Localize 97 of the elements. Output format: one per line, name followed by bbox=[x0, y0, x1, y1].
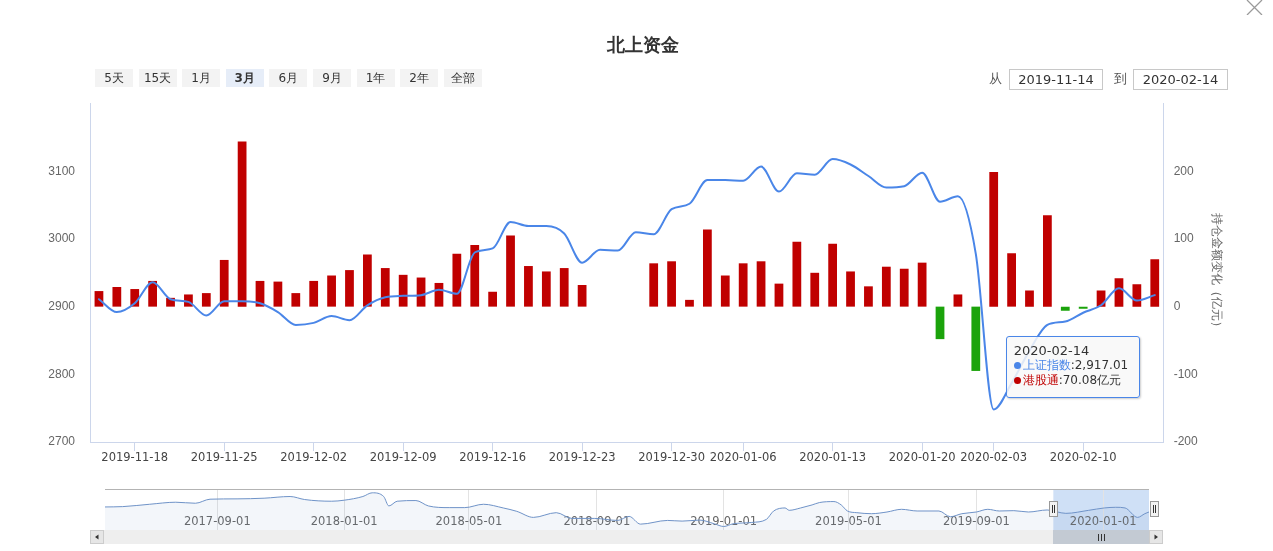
bar bbox=[452, 253, 462, 307]
x-tick-label: 2017-09-01 bbox=[183, 514, 251, 529]
text: 5天 bbox=[104, 71, 124, 85]
bar bbox=[309, 280, 319, 307]
legend-label: 上证指数 bbox=[1022, 358, 1071, 372]
x-tick-label: 2019-12-16 bbox=[459, 449, 527, 464]
bar bbox=[541, 271, 551, 307]
bar bbox=[345, 270, 354, 307]
legend-label: 港股通 bbox=[1022, 373, 1059, 387]
x-tick-label: 2020-01-13 bbox=[799, 449, 867, 464]
bar bbox=[362, 254, 372, 307]
bar bbox=[380, 268, 390, 307]
bar bbox=[649, 263, 659, 307]
x-tick-label: 2020-01-01 bbox=[1069, 514, 1137, 529]
date-field: 2020-02-14 bbox=[1133, 69, 1228, 90]
y-tick-label: 3100 bbox=[48, 163, 76, 178]
y-tick-label: 2900 bbox=[48, 298, 76, 313]
x-tick-label: 2018-05-01 bbox=[435, 514, 503, 529]
text: 到 bbox=[1114, 71, 1127, 86]
annotation: :2,917.01 bbox=[1070, 358, 1129, 373]
bar bbox=[1025, 290, 1034, 307]
annotation: :70.08亿元 bbox=[1058, 373, 1122, 388]
bar bbox=[792, 241, 802, 307]
text: 9月 bbox=[322, 71, 342, 85]
text: 3月 bbox=[234, 71, 255, 85]
text: 1月 bbox=[191, 71, 211, 85]
bar bbox=[667, 261, 676, 307]
date-field: 2019-11-14 bbox=[1009, 69, 1103, 90]
bar bbox=[881, 266, 891, 307]
x-tick-label: 2019-09-01 bbox=[942, 514, 1010, 529]
bar bbox=[917, 262, 927, 307]
bar bbox=[201, 293, 211, 307]
bar bbox=[899, 268, 909, 307]
x-tick-label: 2018-01-01 bbox=[310, 514, 378, 529]
y-tick-label: 3000 bbox=[48, 231, 76, 246]
bar bbox=[291, 293, 301, 307]
x-tick-label: 2019-11-25 bbox=[190, 449, 258, 464]
bar bbox=[577, 284, 587, 307]
x-tick-label: 2020-01-06 bbox=[709, 449, 777, 464]
bar bbox=[953, 294, 963, 307]
bar bbox=[720, 275, 730, 307]
bar bbox=[1060, 306, 1070, 311]
y2-tick-label: -200 bbox=[1173, 434, 1199, 449]
text: 1年 bbox=[365, 71, 386, 85]
bar bbox=[559, 268, 569, 307]
x-tick-label: 2020-01-20 bbox=[888, 449, 956, 464]
bar bbox=[1150, 259, 1160, 307]
x-tick-label: 2019-05-01 bbox=[815, 514, 882, 529]
bar bbox=[148, 280, 158, 307]
text: 从 bbox=[989, 71, 1002, 86]
annotation: 2020-02-14 bbox=[1013, 343, 1090, 358]
bar bbox=[488, 291, 498, 307]
bar bbox=[935, 306, 945, 340]
bar bbox=[738, 263, 748, 307]
bar bbox=[1007, 253, 1016, 307]
bar bbox=[506, 235, 515, 307]
x-tick-label: 2019-12-09 bbox=[369, 449, 437, 464]
text: 15天 bbox=[143, 71, 172, 85]
bar bbox=[756, 261, 766, 307]
text: 2年 bbox=[409, 71, 429, 85]
y2-tick-label: 200 bbox=[1173, 163, 1195, 178]
bar bbox=[524, 266, 533, 307]
text: 6月 bbox=[278, 71, 299, 85]
bar bbox=[219, 259, 229, 307]
bar bbox=[774, 283, 784, 307]
bar bbox=[864, 286, 873, 307]
bar bbox=[846, 271, 855, 307]
bar bbox=[1078, 306, 1088, 309]
x-tick-label: 2020-02-10 bbox=[1049, 449, 1117, 464]
chart-title: 北上资金 bbox=[606, 34, 679, 56]
y2-axis-title: 持仓金额变化（亿元） bbox=[1209, 212, 1224, 333]
x-tick-label: 2019-12-30 bbox=[638, 449, 706, 464]
bar bbox=[828, 243, 838, 307]
line-series bbox=[97, 158, 1156, 411]
bar bbox=[237, 141, 247, 307]
bar bbox=[810, 272, 820, 307]
y2-tick-label: -100 bbox=[1173, 366, 1199, 381]
x-tick-label: 2019-11-18 bbox=[101, 449, 169, 464]
bar bbox=[327, 275, 336, 307]
bar bbox=[398, 274, 408, 307]
y2-tick-label: 0 bbox=[1173, 298, 1181, 313]
x-tick-label: 2020-02-03 bbox=[960, 449, 1028, 464]
y-tick-label: 2800 bbox=[48, 366, 76, 381]
bar bbox=[685, 299, 694, 307]
y2-tick-label: 100 bbox=[1173, 231, 1195, 246]
bar bbox=[971, 306, 981, 371]
bar bbox=[989, 171, 999, 307]
x-tick-label: 2019-12-23 bbox=[548, 449, 616, 464]
x-tick-label: 2019-12-02 bbox=[280, 449, 348, 464]
bar bbox=[1132, 284, 1142, 307]
y-tick-label: 2700 bbox=[48, 434, 76, 449]
bar bbox=[702, 229, 712, 307]
bar bbox=[470, 245, 480, 307]
bar bbox=[1043, 215, 1052, 307]
bar bbox=[112, 287, 122, 307]
text: 全部 bbox=[450, 71, 475, 85]
bar bbox=[273, 281, 283, 307]
